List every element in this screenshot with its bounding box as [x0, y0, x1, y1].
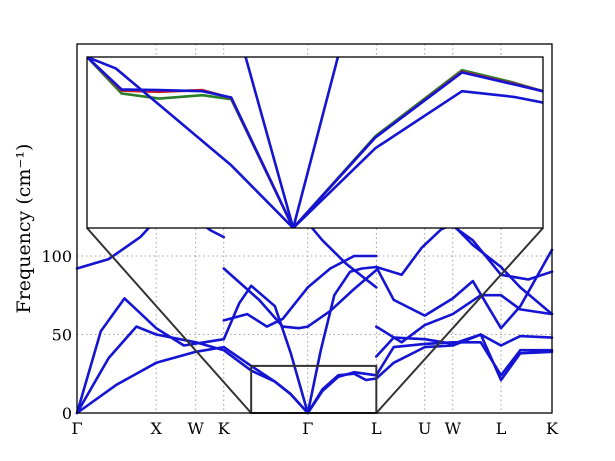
x-tick-label: Γ [302, 419, 313, 438]
inset-frame [86, 56, 544, 229]
main-bands [75, 218, 554, 415]
x-tick-label: L [496, 419, 507, 438]
y-tick-label: 50 [52, 325, 72, 344]
phonon-band [375, 333, 554, 358]
phonon-band [222, 286, 310, 328]
phonon-band [375, 293, 554, 344]
x-tick-label: L [371, 419, 382, 438]
inset-band [87, 57, 543, 228]
main-plot-frame [76, 43, 553, 414]
y-tick-labels: 0 50 100 [41, 247, 72, 423]
x-tick-label: K [218, 419, 231, 438]
phonon-band [222, 267, 310, 330]
phonon-band [375, 248, 554, 330]
x-tick-label: K [546, 419, 559, 438]
phonon-band [75, 284, 310, 415]
x-tick-label: Γ [71, 419, 82, 438]
phonon-band [306, 372, 378, 415]
x-tick-label: X [150, 419, 162, 438]
y-axis-label: Frequency (cm⁻¹) [13, 144, 35, 314]
x-tick-label: W [188, 419, 205, 438]
phonon-band [306, 254, 378, 289]
inset-band [291, 57, 340, 228]
phonon-band [375, 341, 554, 377]
inset-band [244, 57, 295, 228]
inset-zoom-panel [86, 56, 544, 229]
x-tick-label: W [445, 419, 462, 438]
x-tick-label: U [418, 419, 431, 438]
zoom-connector-left [86, 227, 252, 414]
phonon-band [375, 223, 554, 316]
zoom-connector-right [375, 227, 544, 414]
phonon-band [306, 265, 378, 415]
phonon-band [306, 370, 378, 415]
inset-bands [87, 57, 543, 228]
y-tick-label: 0 [62, 404, 72, 423]
phonon-band [75, 325, 310, 415]
phonon-band [432, 218, 554, 281]
phonon-band [305, 220, 378, 289]
y-tick-label: 100 [41, 247, 72, 266]
